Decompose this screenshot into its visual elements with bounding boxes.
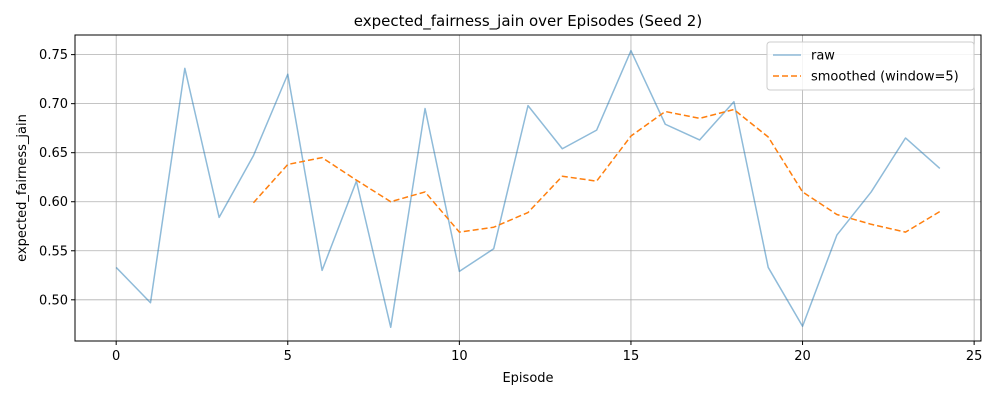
x-tick-label: 10 <box>451 349 468 364</box>
x-tick-label: 20 <box>794 349 811 364</box>
x-tick-label: 25 <box>966 349 983 364</box>
axis-ticks: 0 5 10 15 20 25 0.50 0.55 0.60 0.65 0.70 0.75 <box>39 48 982 364</box>
x-tick-label: 15 <box>623 349 640 364</box>
series-line-raw <box>115 49 941 329</box>
y-tick-label: 0.55 <box>39 244 68 259</box>
grid <box>75 35 981 341</box>
x-axis-title: Episode <box>502 371 553 386</box>
y-tick-label: 0.50 <box>39 293 68 308</box>
y-tick-label: 0.70 <box>39 97 68 112</box>
plot-frame <box>74 34 982 342</box>
y-tick-label: 0.75 <box>39 48 68 63</box>
y-axis-title: expected_fairness_jain <box>15 114 30 262</box>
series-line-smoothed <box>252 108 941 233</box>
plot-series <box>115 49 941 329</box>
legend: raw smoothed (window=5) <box>766 41 975 91</box>
chart-title: expected_fairness_jain over Episodes (Se… <box>354 12 702 31</box>
legend-box <box>766 41 975 91</box>
y-tick-label: 0.60 <box>39 195 68 210</box>
x-tick-label: 0 <box>112 349 120 364</box>
legend-label-raw: raw <box>811 49 835 64</box>
y-tick-label: 0.65 <box>39 146 68 161</box>
legend-label-smoothed: smoothed (window=5) <box>811 70 959 85</box>
x-tick-label: 5 <box>284 349 292 364</box>
